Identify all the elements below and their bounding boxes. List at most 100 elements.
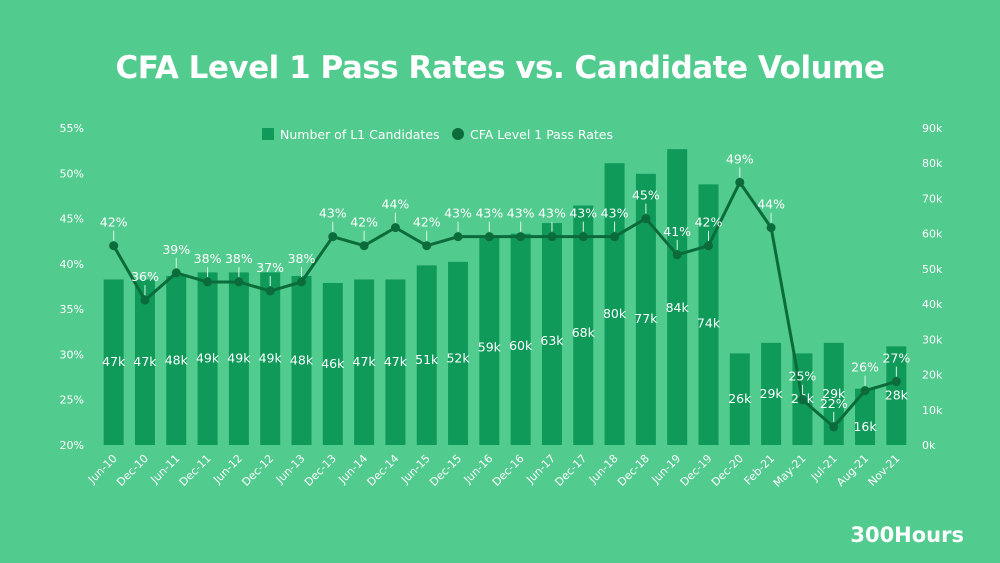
x-axis-tick-label: Dec-19	[678, 452, 715, 489]
pass-rate-point	[516, 232, 526, 242]
x-axis-tick-label: Dec-17	[552, 452, 589, 489]
bar-value-label: 29k	[760, 386, 784, 401]
pass-rate-label: 44%	[382, 197, 410, 212]
pass-rate-label: 22%	[820, 396, 848, 411]
bar-value-label: 74k	[697, 316, 721, 331]
bar-value-label: 63k	[540, 333, 564, 348]
candidate-bar	[385, 279, 406, 445]
pass-rate-point	[797, 395, 807, 405]
bar-value-label: 47k	[384, 354, 408, 369]
candidate-bar	[197, 272, 218, 445]
x-axis-tick-label: Dec-14	[365, 452, 402, 489]
pass-rate-label: 42%	[350, 215, 378, 230]
pass-rate-point	[641, 214, 651, 224]
pass-rate-point	[297, 277, 306, 287]
pass-rate-label: 43%	[444, 206, 472, 221]
pass-rate-label: 37%	[256, 260, 284, 275]
pass-rate-point	[359, 241, 369, 251]
chart-title: CFA Level 1 Pass Rates vs. Candidate Vol…	[115, 50, 885, 86]
bar-value-label: 29k	[822, 386, 846, 401]
left-axis-tick-label: 40%	[60, 258, 84, 271]
legend-label-line: CFA Level 1 Pass Rates	[470, 127, 613, 142]
x-axis-tick-label: Dec-10	[114, 452, 151, 489]
candidate-bar	[479, 237, 500, 445]
right-axis-tick-label: 30k	[922, 333, 943, 346]
legend-swatch-bars	[262, 128, 274, 140]
x-axis-tick-label: Dec-11	[177, 452, 214, 489]
candidate-bar	[667, 149, 688, 445]
brand-logo: 300Hours	[850, 523, 964, 547]
candidate-bar	[448, 261, 469, 445]
pass-rate-point	[422, 241, 432, 251]
pass-rate-point	[203, 277, 213, 287]
legend-swatch-line	[452, 128, 464, 140]
pass-rate-label: 41%	[663, 224, 691, 239]
left-axis-tick-label: 25%	[60, 394, 84, 407]
bar-value-label: 68k	[572, 325, 596, 340]
bar-value-label: 80k	[603, 306, 627, 321]
bar-value-label: 47k	[102, 354, 126, 369]
bar-value-label: 60k	[509, 338, 533, 353]
pass-rate-point	[390, 223, 400, 233]
legend-label-bars: Number of L1 Candidates	[280, 127, 440, 142]
bar-value-label: 26k	[728, 391, 752, 406]
pass-rate-point	[704, 241, 713, 251]
bar-value-label: 47k	[353, 354, 377, 369]
pass-rate-point	[484, 232, 494, 242]
right-axis-tick-label: 80k	[922, 157, 943, 170]
pass-rate-point	[109, 241, 119, 251]
pass-rate-point	[171, 268, 181, 278]
candidate-bar	[291, 275, 312, 445]
pass-rate-point	[234, 277, 244, 287]
bar-value-label: 84k	[666, 300, 690, 315]
pass-rate-label: 39%	[162, 242, 190, 257]
right-axis-tick-label: 40k	[922, 298, 943, 311]
pass-rate-label: 43%	[601, 206, 629, 221]
pass-rate-point	[328, 232, 338, 242]
candidate-bar	[166, 275, 187, 445]
candidate-bar	[134, 279, 155, 445]
pass-rate-label: 45%	[632, 188, 660, 203]
left-axis-tick-label: 35%	[60, 303, 84, 316]
pass-rate-point	[610, 232, 620, 242]
pass-rate-point	[140, 295, 150, 305]
bar-value-label: 48k	[165, 352, 189, 367]
bar-value-label: 49k	[259, 351, 283, 366]
pass-rate-label: 38%	[288, 251, 316, 266]
pass-rate-point	[265, 286, 275, 296]
candidate-bar	[573, 205, 594, 445]
pass-rate-label: 43%	[475, 206, 503, 221]
bar-value-label: 46k	[321, 356, 345, 371]
x-axis-tick-label: Dec-20	[709, 452, 746, 489]
candidate-bar	[541, 223, 562, 445]
right-axis-tick-label: 10k	[922, 404, 943, 417]
bar-value-label: 49k	[227, 351, 251, 366]
bar-value-label: 16k	[853, 419, 877, 434]
left-axis: 20% 25% 30% 35% 40% 45% 50% 55%	[60, 122, 84, 452]
left-axis-tick-label: 30%	[60, 348, 84, 361]
candidate-bar	[729, 353, 750, 445]
pass-rate-label: 43%	[538, 206, 566, 221]
pass-rate-label: 43%	[569, 206, 597, 221]
right-axis-tick-label: 20k	[922, 369, 943, 382]
candidate-bar	[228, 272, 249, 445]
pass-rate-label: 44%	[757, 197, 785, 212]
bar-value-label: 49k	[196, 351, 220, 366]
bar-value-label: 77k	[634, 311, 658, 326]
bar-series	[103, 149, 907, 446]
pass-rate-label: 38%	[225, 251, 253, 266]
bar-labels: 47k 47k 48k 49k 49k 49k 48k 46k 47k 47k 51k 52k 59k 6…	[102, 300, 909, 434]
x-axis-tick-label: Aug-21	[834, 452, 871, 489]
candidate-bar	[416, 265, 437, 445]
pass-rate-point	[891, 377, 901, 387]
line-series	[109, 177, 901, 432]
pass-rate-label: 26%	[851, 360, 879, 375]
pass-rate-label: 36%	[131, 269, 159, 284]
right-axis-tick-label: 90k	[922, 122, 943, 135]
candidate-bar	[698, 184, 719, 445]
pass-rate-label: 49%	[726, 151, 754, 166]
x-axis-tick-label: Dec-15	[427, 452, 464, 489]
x-axis-tick-label: Dec-12	[239, 452, 276, 489]
left-axis-tick-label: 55%	[60, 122, 84, 135]
left-axis-tick-label: 45%	[60, 213, 84, 226]
